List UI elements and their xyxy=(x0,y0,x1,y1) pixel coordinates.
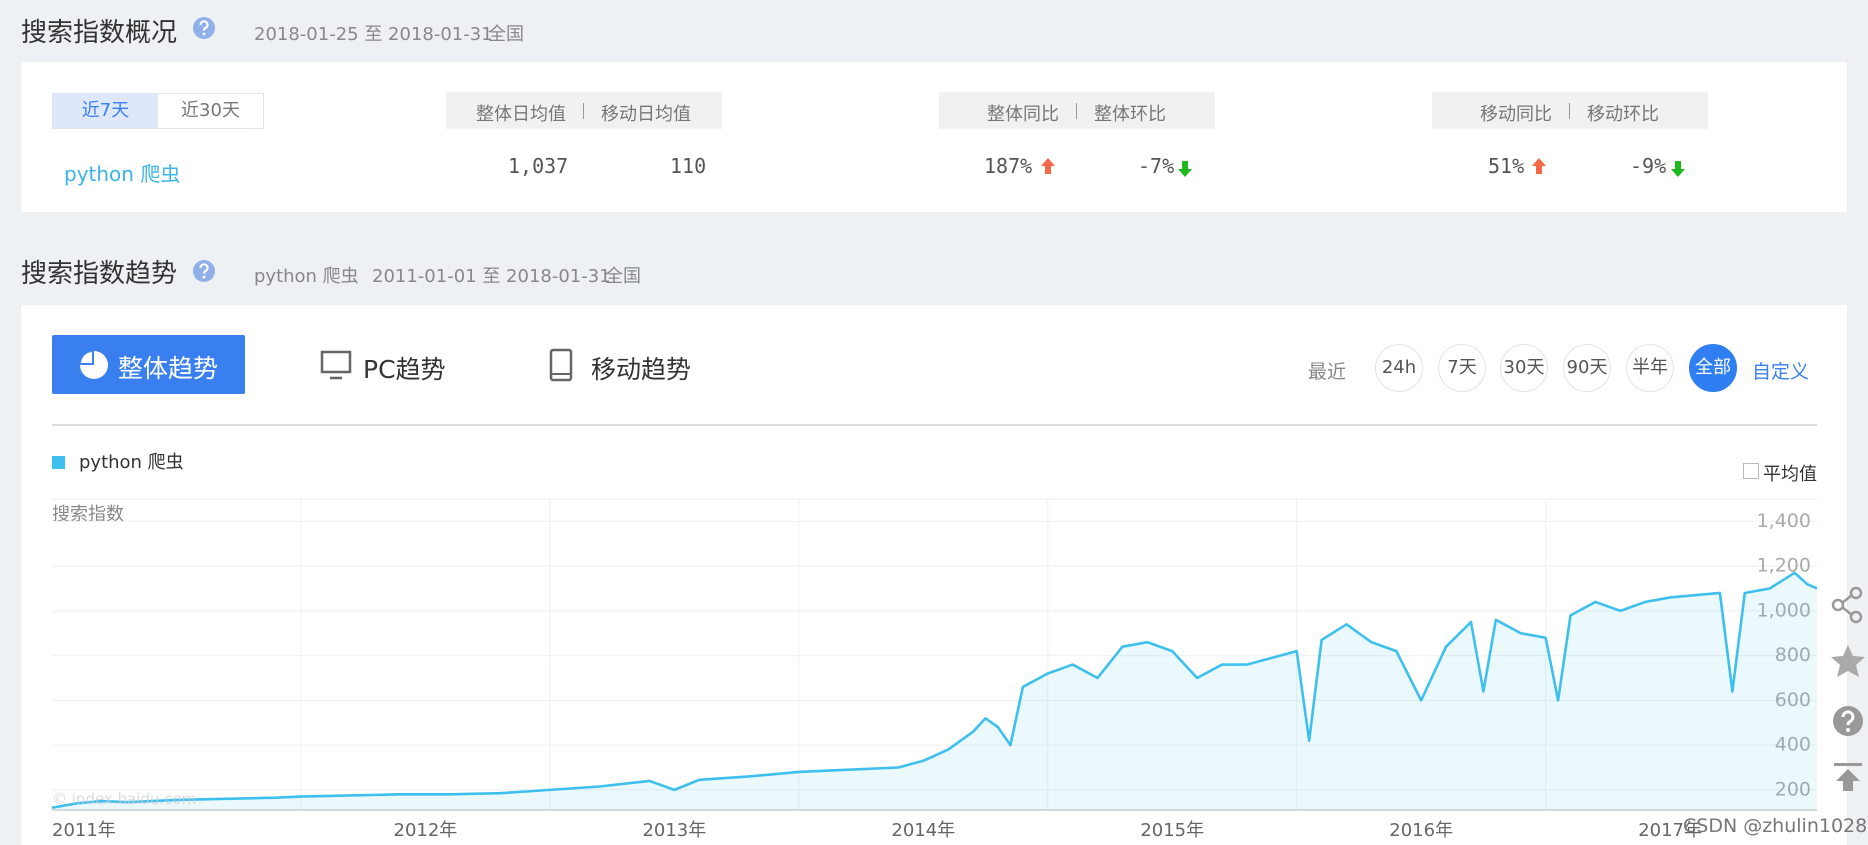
y-tick-label: 1,400 xyxy=(1757,510,1811,532)
range-button[interactable]: 30天 xyxy=(1500,344,1548,392)
source-watermark: © index.baidu.com xyxy=(52,790,197,808)
tab[interactable]: PC趋势 xyxy=(363,355,446,384)
x-tick-label: 2017年 xyxy=(1638,820,1702,841)
share-icon[interactable] xyxy=(1831,586,1863,624)
header-box: 整体同比 整体环比 xyxy=(939,92,1215,129)
legend-label: python 爬虫 xyxy=(79,452,184,473)
x-tick-label: 2012年 xyxy=(394,820,458,841)
down-arrow xyxy=(1671,161,1685,177)
x-tick-label: 2014年 xyxy=(891,820,955,841)
tab[interactable]: 移动趋势 xyxy=(591,355,692,384)
section-title: 搜索指数概况 xyxy=(21,18,178,48)
y-axis-label: 搜索指数 xyxy=(52,504,124,525)
value: 187% xyxy=(984,154,1033,178)
date-range: 2018-01-25 至 2018-01-31 xyxy=(254,24,493,45)
keyword: python 爬虫 xyxy=(254,266,359,287)
x-tick-label: 2015年 xyxy=(1140,820,1204,841)
help-icon[interactable] xyxy=(192,259,216,283)
x-tick-label: 2011年 xyxy=(52,820,116,841)
tab[interactable]: 近30天 xyxy=(157,93,264,129)
y-tick-label: 800 xyxy=(1775,644,1811,666)
header: 移动环比 xyxy=(1587,104,1659,125)
region: 全国 xyxy=(488,24,524,45)
pc-icon xyxy=(320,350,352,380)
y-tick-label: 400 xyxy=(1775,734,1811,756)
down-arrow xyxy=(1178,161,1192,177)
star-icon[interactable] xyxy=(1831,645,1865,677)
date-range: 2011-01-01 至 2018-01-31 xyxy=(372,266,611,287)
legend-swatch xyxy=(52,456,65,469)
checkbox[interactable] xyxy=(1743,463,1759,479)
y-tick-label: 1,200 xyxy=(1757,555,1811,577)
y-tick-label: 200 xyxy=(1775,778,1811,800)
mobile-icon xyxy=(549,348,573,382)
up-arrow xyxy=(1532,158,1546,174)
watermark: CSDN @zhulin1028 xyxy=(1683,815,1868,837)
y-tick-label: 600 xyxy=(1775,689,1811,711)
separator xyxy=(52,424,1817,426)
region: 全国 xyxy=(605,266,641,287)
recent-label: 最近 xyxy=(1308,361,1347,383)
value: -9% xyxy=(1630,154,1667,178)
value: 110 xyxy=(670,154,707,178)
custom-range[interactable]: 自定义 xyxy=(1752,361,1810,383)
range-button[interactable]: 90天 xyxy=(1563,344,1611,392)
x-tick-label: 2016年 xyxy=(1389,820,1453,841)
x-tick-label: 2013年 xyxy=(642,820,706,841)
tab-active[interactable]: 整体趋势 xyxy=(52,335,245,394)
header: 整体环比 xyxy=(1094,104,1166,125)
range-button[interactable]: 7天 xyxy=(1438,344,1486,392)
value: -7% xyxy=(1138,154,1175,178)
value: 51% xyxy=(1488,154,1525,178)
y-tick-label: 1,000 xyxy=(1757,599,1811,621)
area-fill xyxy=(52,572,1817,810)
tab-label: 整体趋势 xyxy=(118,354,219,383)
header: 整体日均值 xyxy=(476,104,566,125)
header-box: 整体日均值 移动日均值 xyxy=(446,92,722,129)
help-icon[interactable] xyxy=(1833,706,1863,736)
range-button[interactable]: 24h xyxy=(1375,344,1423,392)
sidebar xyxy=(1831,586,1865,791)
section-title: 搜索指数趋势 xyxy=(21,259,178,289)
value: 1,037 xyxy=(508,154,569,178)
range-button-active[interactable]: 全部 xyxy=(1689,344,1737,392)
overview-panel xyxy=(21,62,1847,212)
help-icon[interactable] xyxy=(192,16,216,40)
average-toggle[interactable]: 平均值 xyxy=(1763,464,1817,485)
range-button[interactable]: 半年 xyxy=(1626,344,1674,392)
tab[interactable]: 近7天 xyxy=(52,93,159,129)
up-arrow xyxy=(1041,158,1055,174)
header: 整体同比 xyxy=(987,104,1059,125)
header: 移动同比 xyxy=(1480,104,1552,125)
pie-icon xyxy=(80,351,108,379)
header-box: 移动同比 移动环比 xyxy=(1432,92,1708,129)
keyword[interactable]: python 爬虫 xyxy=(64,162,181,186)
line xyxy=(51,571,1818,810)
header: 移动日均值 xyxy=(601,104,691,125)
top-icon[interactable] xyxy=(1834,763,1862,791)
